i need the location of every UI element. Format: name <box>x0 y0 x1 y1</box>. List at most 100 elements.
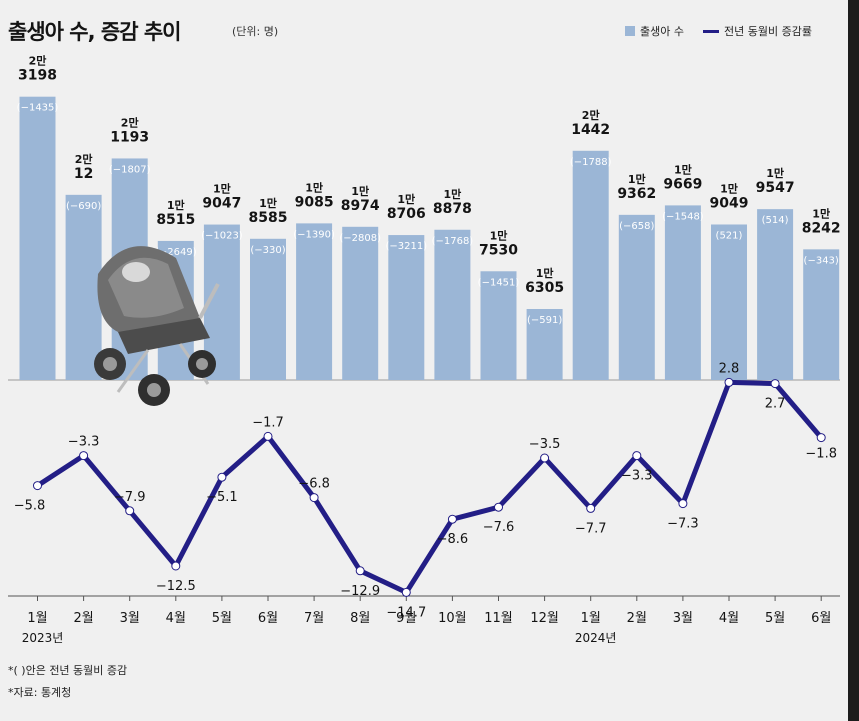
legend-bar-swatch <box>625 26 635 36</box>
rate-label: −1.8 <box>805 447 837 462</box>
rate-point <box>540 453 550 463</box>
rate-label: 2.7 <box>765 397 786 412</box>
x-tick-label: 6월 <box>258 611 278 626</box>
bar-label-man: 2만 <box>121 115 139 129</box>
bar-label-value: 8585 <box>249 210 288 226</box>
bar <box>19 96 56 380</box>
rate-point <box>309 493 319 503</box>
stroller-illustration <box>94 246 220 406</box>
bar-label-value: 1442 <box>571 122 610 138</box>
x-tick-label: 10월 <box>438 611 467 626</box>
bar-change-label: (514) <box>762 215 789 226</box>
rate-label: −7.7 <box>575 521 607 536</box>
bar <box>757 209 794 380</box>
unit-label: (단위: 명) <box>232 25 279 38</box>
rate-label: −5.1 <box>206 490 238 505</box>
rate-point <box>632 451 642 461</box>
x-tick-label: 4월 <box>166 611 186 626</box>
bar <box>434 229 471 380</box>
rate-point <box>678 499 688 509</box>
bar-label-man: 1만 <box>213 182 231 196</box>
rate-point <box>33 481 42 491</box>
x-tick-label: 4월 <box>719 611 739 626</box>
bar-change-label: (−343) <box>804 255 839 266</box>
bar-label-value: 8515 <box>156 212 195 228</box>
rate-label: −12.5 <box>156 579 196 594</box>
rate-point <box>355 566 365 576</box>
x-tick-label: 12월 <box>530 611 559 626</box>
bar-change-label: (−330) <box>250 245 285 256</box>
x-tick-label: 1월 <box>27 611 47 626</box>
rate-point <box>217 472 227 482</box>
legend-line-swatch <box>703 29 719 33</box>
bar-change-label: (−1807) <box>109 164 151 175</box>
rate-label: −7.9 <box>114 490 146 505</box>
bar-label-value: 6305 <box>525 280 564 296</box>
bar-label-man: 1만 <box>536 266 554 280</box>
bar-change-label: (−2649) <box>155 247 197 258</box>
bar-label-man: 2만 <box>582 108 600 122</box>
rate-label: −5.8 <box>14 499 46 514</box>
rate-point <box>171 561 181 571</box>
rate-point <box>125 506 135 516</box>
bar-change-label: (−1435) <box>17 103 59 114</box>
bar-label-man: 1만 <box>720 181 738 195</box>
bar-label-man: 1만 <box>351 184 369 198</box>
bar-label-value: 9047 <box>202 196 241 212</box>
legend-births-label: 출생아 수 <box>640 25 684 38</box>
bar-change-label: (−1548) <box>662 211 704 222</box>
bar-change-label: (−1451) <box>478 277 520 288</box>
bar-label-value: 8974 <box>341 198 380 214</box>
bar-change-label: (−1390) <box>293 229 335 240</box>
bar-label-value: 7530 <box>479 242 518 258</box>
bar <box>480 271 517 380</box>
bar-label-man: 1만 <box>397 192 415 206</box>
x-tick-label: 3월 <box>673 611 693 626</box>
bar <box>803 249 840 380</box>
bar-change-label: (−1023) <box>201 231 243 242</box>
bar-label-man: 1만 <box>812 206 830 220</box>
x-tick-label: 9월 <box>396 611 416 626</box>
bar-label-man: 1만 <box>628 172 646 186</box>
bar <box>572 150 609 380</box>
bar-label-value: 9547 <box>756 180 795 196</box>
bar-label-value: 12 <box>74 166 93 182</box>
bar-change-label: (−658) <box>619 221 654 232</box>
rate-label: −7.6 <box>483 520 515 535</box>
bar-change-label: (−3211) <box>385 241 427 252</box>
bar-change-label: (−690) <box>66 201 101 212</box>
bar <box>296 223 333 380</box>
rate-point <box>79 451 89 461</box>
bar <box>664 205 701 380</box>
legend-rate: 전년 동월비 증감률 <box>703 23 812 39</box>
bar-label-value: 9085 <box>295 194 334 210</box>
bar-label-man: 1만 <box>305 180 323 194</box>
rate-label: −3.3 <box>68 435 100 450</box>
bar <box>526 309 563 380</box>
bar-change-label: (−1768) <box>432 236 474 247</box>
x-tick-label: 2월 <box>73 611 93 626</box>
rate-line <box>36 379 824 595</box>
rate-label: −14.7 <box>386 605 426 620</box>
x-year-label: 2024년 <box>575 631 617 645</box>
rate-point <box>447 514 457 524</box>
rate-label: −3.3 <box>621 469 653 484</box>
x-year-label: 2023년 <box>22 631 64 645</box>
rate-label: −6.8 <box>298 477 330 492</box>
rate-label: −8.6 <box>437 532 469 547</box>
bar-label-man: 2만 <box>75 152 93 166</box>
bar-label-value: 8878 <box>433 201 472 217</box>
rate-point <box>263 431 273 441</box>
rate-label: −7.3 <box>667 517 699 532</box>
x-tick-label: 8월 <box>350 611 370 626</box>
bar <box>711 224 747 380</box>
x-tick-label: 11월 <box>484 611 513 626</box>
bar-label-value: 8242 <box>802 220 841 236</box>
chart-title: 출생아 수, 증감 추이 <box>8 20 181 44</box>
bar-label-value: 1193 <box>110 129 149 145</box>
bar-label-man: 1만 <box>259 196 277 210</box>
bar-label-man: 2만 <box>29 54 47 68</box>
bar-change-label: (521) <box>716 230 743 241</box>
bar-change-label: (−1788) <box>570 157 612 168</box>
bar-change-label: (−2808) <box>339 233 381 244</box>
